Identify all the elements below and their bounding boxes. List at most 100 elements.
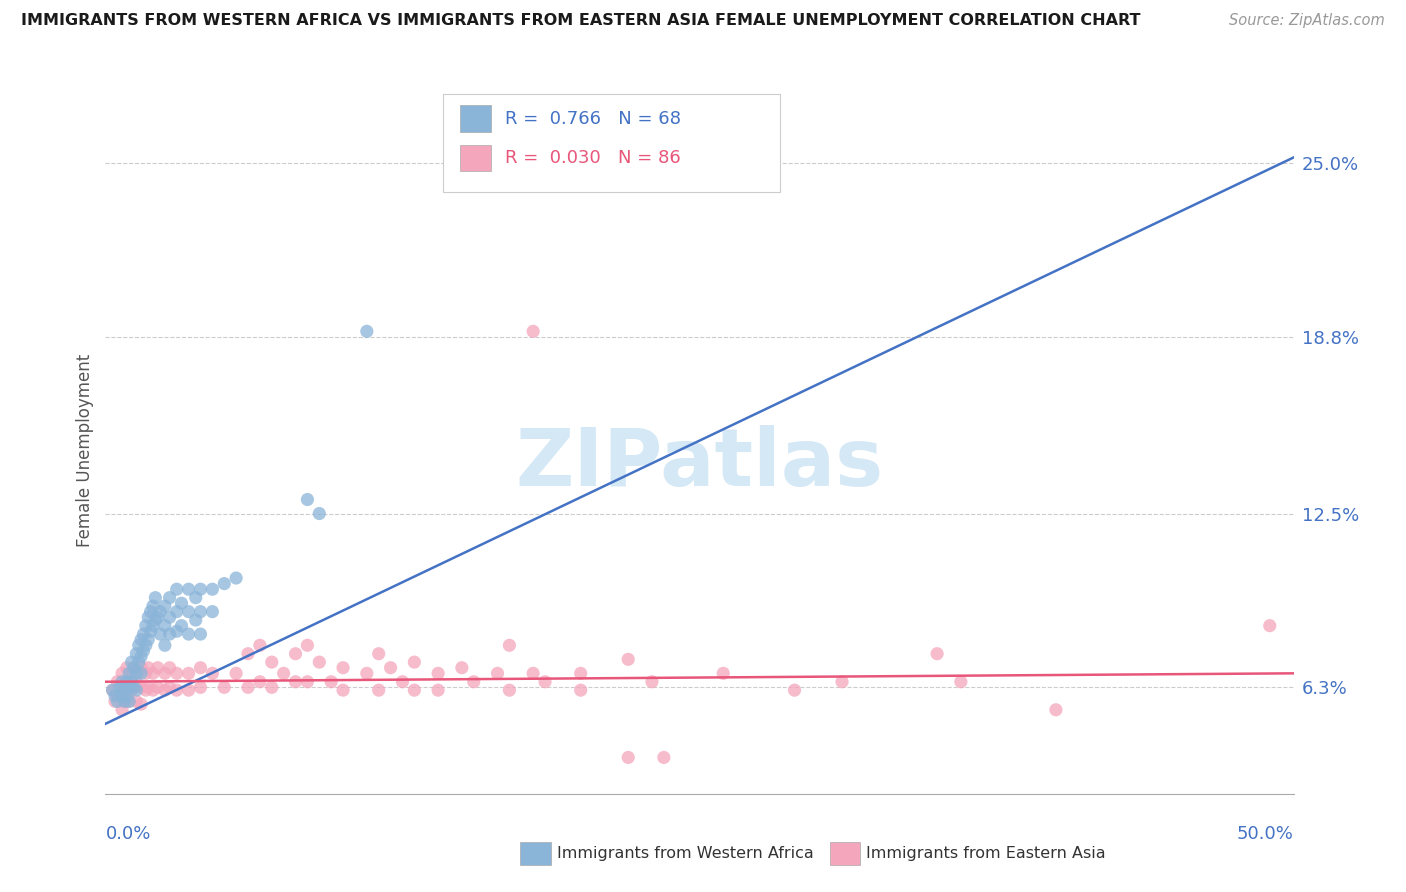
Point xyxy=(159,661,181,675)
Point xyxy=(122,661,145,675)
Point xyxy=(184,613,207,627)
Point xyxy=(118,694,141,708)
Text: R =  0.030   N = 86: R = 0.030 N = 86 xyxy=(505,149,681,167)
Point xyxy=(142,683,165,698)
Point xyxy=(108,689,131,703)
Point xyxy=(132,627,155,641)
Point xyxy=(652,750,675,764)
Point xyxy=(214,681,236,695)
Point xyxy=(367,647,389,661)
Point xyxy=(118,694,141,708)
Point xyxy=(118,666,141,681)
Point xyxy=(118,681,141,695)
Point xyxy=(115,683,138,698)
Point xyxy=(139,605,162,619)
Point xyxy=(498,638,520,652)
Point xyxy=(143,613,166,627)
Point xyxy=(129,649,152,664)
Point xyxy=(569,666,592,681)
Point xyxy=(380,661,402,675)
Point xyxy=(135,618,157,632)
Point xyxy=(149,627,172,641)
Point xyxy=(177,605,200,619)
Point xyxy=(142,618,165,632)
Point xyxy=(284,647,307,661)
Point xyxy=(367,683,389,698)
Point xyxy=(101,683,124,698)
Text: Immigrants from Western Africa: Immigrants from Western Africa xyxy=(557,847,814,861)
Point xyxy=(724,170,747,185)
Point xyxy=(260,681,283,695)
Text: 0.0%: 0.0% xyxy=(105,825,150,843)
Point xyxy=(121,674,143,689)
Point xyxy=(284,674,307,689)
Point xyxy=(142,599,165,613)
Point xyxy=(356,666,378,681)
Point xyxy=(122,681,145,695)
Point xyxy=(105,674,128,689)
Point xyxy=(522,666,544,681)
Point xyxy=(170,618,193,632)
Point xyxy=(297,638,319,652)
Point xyxy=(153,638,176,652)
Point xyxy=(115,689,138,703)
Point xyxy=(166,582,188,597)
Point xyxy=(122,681,145,695)
Point xyxy=(114,694,136,708)
Point xyxy=(177,627,200,641)
Point xyxy=(125,694,148,708)
Point xyxy=(214,576,236,591)
Point xyxy=(118,674,141,689)
Point xyxy=(115,674,138,689)
Point xyxy=(149,605,172,619)
Point xyxy=(166,683,188,698)
Point xyxy=(190,627,212,641)
Point xyxy=(783,683,806,698)
Point xyxy=(249,674,271,689)
Point xyxy=(617,750,640,764)
Point xyxy=(139,624,162,639)
Text: IMMIGRANTS FROM WESTERN AFRICA VS IMMIGRANTS FROM EASTERN ASIA FEMALE UNEMPLOYME: IMMIGRANTS FROM WESTERN AFRICA VS IMMIGR… xyxy=(21,13,1140,29)
Point xyxy=(108,681,131,695)
Point xyxy=(129,661,152,675)
Point xyxy=(129,666,152,681)
Point xyxy=(498,683,520,698)
Point xyxy=(111,703,134,717)
Point xyxy=(1258,618,1281,632)
Point xyxy=(129,632,152,647)
Point xyxy=(569,683,592,698)
Point xyxy=(332,683,354,698)
Point xyxy=(711,666,734,681)
Point xyxy=(486,666,509,681)
Point xyxy=(427,666,450,681)
Point xyxy=(190,681,212,695)
Point xyxy=(153,599,176,613)
Point xyxy=(114,681,136,695)
Point xyxy=(190,661,212,675)
Point xyxy=(142,666,165,681)
Point xyxy=(166,605,188,619)
Point xyxy=(522,324,544,338)
Point xyxy=(297,674,319,689)
Point xyxy=(617,652,640,666)
Point xyxy=(225,666,247,681)
Point xyxy=(170,596,193,610)
Point xyxy=(105,694,128,708)
Point xyxy=(391,674,413,689)
Point xyxy=(146,661,169,675)
Point xyxy=(159,591,181,605)
Text: 50.0%: 50.0% xyxy=(1237,825,1294,843)
Point xyxy=(132,644,155,658)
Point xyxy=(146,681,169,695)
Point xyxy=(166,624,188,639)
Point xyxy=(356,324,378,338)
Point xyxy=(135,683,157,698)
Point xyxy=(128,638,150,652)
Point xyxy=(146,610,169,624)
Point xyxy=(236,647,259,661)
Point xyxy=(136,661,159,675)
Point xyxy=(332,661,354,675)
Point xyxy=(925,647,948,661)
Text: Source: ZipAtlas.com: Source: ZipAtlas.com xyxy=(1229,13,1385,29)
Point xyxy=(125,647,148,661)
